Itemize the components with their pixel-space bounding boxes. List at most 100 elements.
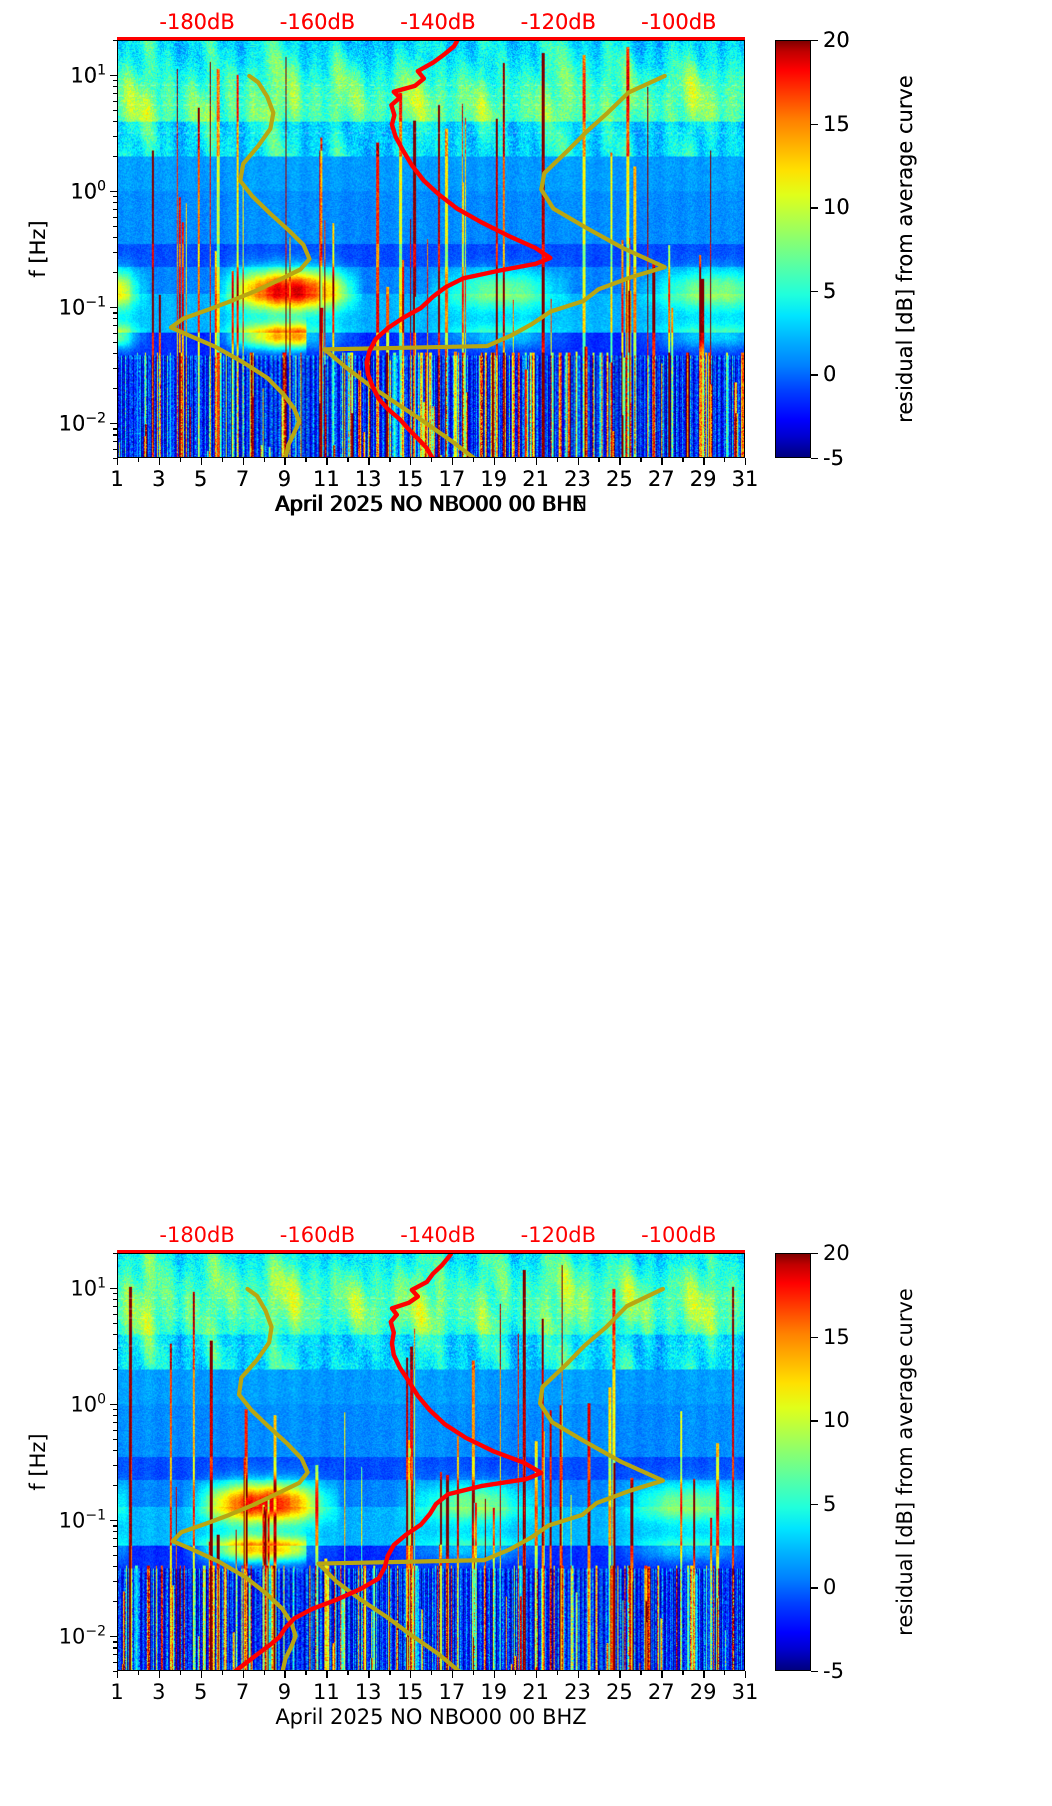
x-tick-mark <box>326 458 328 465</box>
top-db-tick-label: -180dB <box>159 10 235 34</box>
spectrogram-panel-bhn: -180dB -160dB -140dB -120dB -100dB 1 3 5 7 9 11 13 1… <box>0 0 1052 580</box>
x-minor-tick-mark <box>179 1671 182 1675</box>
x-tick-label: 17 <box>438 467 466 491</box>
y-minor-tick-mark <box>113 434 117 436</box>
y-tick-mark <box>110 1520 117 1522</box>
y-minor-tick-mark <box>113 1369 117 1371</box>
y-minor-tick-mark <box>113 1525 117 1527</box>
y-minor-tick-mark <box>113 1299 117 1301</box>
top-db-tick-label: -160dB <box>279 10 356 34</box>
x-tick-label: 25 <box>606 467 633 491</box>
x-tick-mark <box>284 1671 286 1678</box>
y-tick-label: 10−1 <box>58 294 106 320</box>
x-tick-label: 11 <box>312 467 340 491</box>
top-db-tick-label: -120dB <box>520 1223 597 1247</box>
x-tick-mark <box>745 458 747 465</box>
x-minor-tick-mark <box>179 458 182 462</box>
y-tick-mark <box>110 190 117 193</box>
x-tick-label: 13 <box>354 467 382 491</box>
x-tick-label: 3 <box>152 1680 166 1704</box>
colorbar-gradient <box>775 1253 811 1671</box>
x-minor-tick-mark <box>514 458 517 462</box>
y-tick-label: 10−2 <box>58 1623 106 1649</box>
y-axis-label: f [Hz] <box>26 1433 50 1491</box>
y-minor-tick-mark <box>113 121 117 123</box>
colorbar-tick-label: 10 <box>823 1408 850 1433</box>
x-tick-label: 5 <box>194 467 208 491</box>
y-minor-tick-mark <box>113 1647 117 1649</box>
colorbar-tick-mark <box>811 207 818 209</box>
colorbar-tick-label: 15 <box>823 111 850 136</box>
x-tick-mark <box>368 458 370 465</box>
y-minor-tick-mark <box>113 1409 117 1411</box>
x-tick-mark <box>703 1671 705 1678</box>
x-tick-label: 21 <box>522 467 550 491</box>
colorbar-label: residual [dB] from average curve <box>893 1288 917 1636</box>
high-noise-model-curve <box>322 73 667 457</box>
y-tick-label: 101 <box>70 62 106 88</box>
y-minor-tick-mark <box>113 1334 117 1336</box>
y-minor-tick-mark <box>113 272 117 274</box>
x-minor-tick-mark <box>431 1671 433 1675</box>
low-noise-model-curve <box>170 1286 310 1670</box>
x-tick-label: 3 <box>152 467 166 491</box>
colorbar-gradient <box>775 40 811 458</box>
x-tick-label: 11 <box>312 467 340 491</box>
x-tick-mark <box>410 458 412 465</box>
x-tick-label: 7 <box>235 467 250 491</box>
x-tick-label: 21 <box>522 467 550 491</box>
y-minor-tick-mark <box>113 109 117 112</box>
colorbar-tick-label: 15 <box>823 1324 850 1349</box>
low-noise-model-curve <box>168 73 312 457</box>
y-minor-tick-mark <box>113 80 117 82</box>
y-tick-label: 100 <box>70 178 106 204</box>
y-minor-tick-mark <box>113 135 117 137</box>
y-minor-tick-mark <box>113 1348 117 1350</box>
colorbar-tick-label: -5 <box>823 446 844 470</box>
x-tick-label: 19 <box>480 467 508 491</box>
y-minor-tick-mark <box>113 367 117 369</box>
y-minor-tick-mark <box>113 1415 117 1417</box>
y-minor-tick-mark <box>113 1305 117 1308</box>
y-tick-mark <box>110 1287 117 1290</box>
colorbar-tick-mark <box>811 1336 818 1338</box>
colorbar-tick-mark <box>811 1420 818 1422</box>
top-db-tick-label: -100dB <box>641 1223 717 1247</box>
colorbar-label: residual [dB] from average curve <box>893 75 917 423</box>
colorbar-tick-mark <box>811 1587 818 1589</box>
y-minor-tick-mark <box>113 1438 117 1441</box>
top-db-scale-bhe: -180dB -160dB -140dB -120dB -100dB <box>117 8 745 36</box>
x-tick-label: 5 <box>194 1680 208 1704</box>
y-minor-tick-mark <box>113 225 117 228</box>
y-minor-tick-mark <box>113 318 117 320</box>
colorbar-tick-mark <box>811 123 818 125</box>
top-db-tick-label: -180dB <box>159 1223 235 1247</box>
spectrogram-image <box>118 41 744 457</box>
x-tick-label: 17 <box>438 467 466 491</box>
top-db-tick-label: -140dB <box>400 1223 476 1247</box>
x-tick-mark <box>703 458 705 465</box>
x-tick-mark <box>200 458 203 465</box>
x-minor-tick-mark <box>389 458 391 462</box>
x-tick-label: 27 <box>647 1680 675 1704</box>
x-minor-tick-mark <box>347 458 349 462</box>
x-minor-tick-mark <box>137 1671 140 1675</box>
y-minor-tick-mark <box>113 312 117 314</box>
x-minor-tick-mark <box>514 1671 517 1675</box>
x-tick-mark <box>661 1671 663 1678</box>
x-tick-mark <box>326 1671 328 1678</box>
colorbar-tick-mark <box>811 40 818 42</box>
y-minor-tick-mark <box>113 1313 117 1315</box>
colorbar-tick-mark <box>811 374 818 376</box>
colorbar-tick-label: 20 <box>823 1241 850 1265</box>
x-tick-mark <box>493 1671 496 1678</box>
x-tick-label: 9 <box>277 1680 292 1704</box>
y-tick-mark <box>110 1403 117 1406</box>
colorbar-tick-label: -5 <box>823 446 844 470</box>
x-tick-label: 19 <box>480 467 508 491</box>
colorbar-tick-mark <box>811 1253 818 1255</box>
x-minor-tick-mark <box>221 458 224 462</box>
x-tick-mark <box>410 1671 412 1678</box>
x-tick-label: 31 <box>731 467 759 491</box>
